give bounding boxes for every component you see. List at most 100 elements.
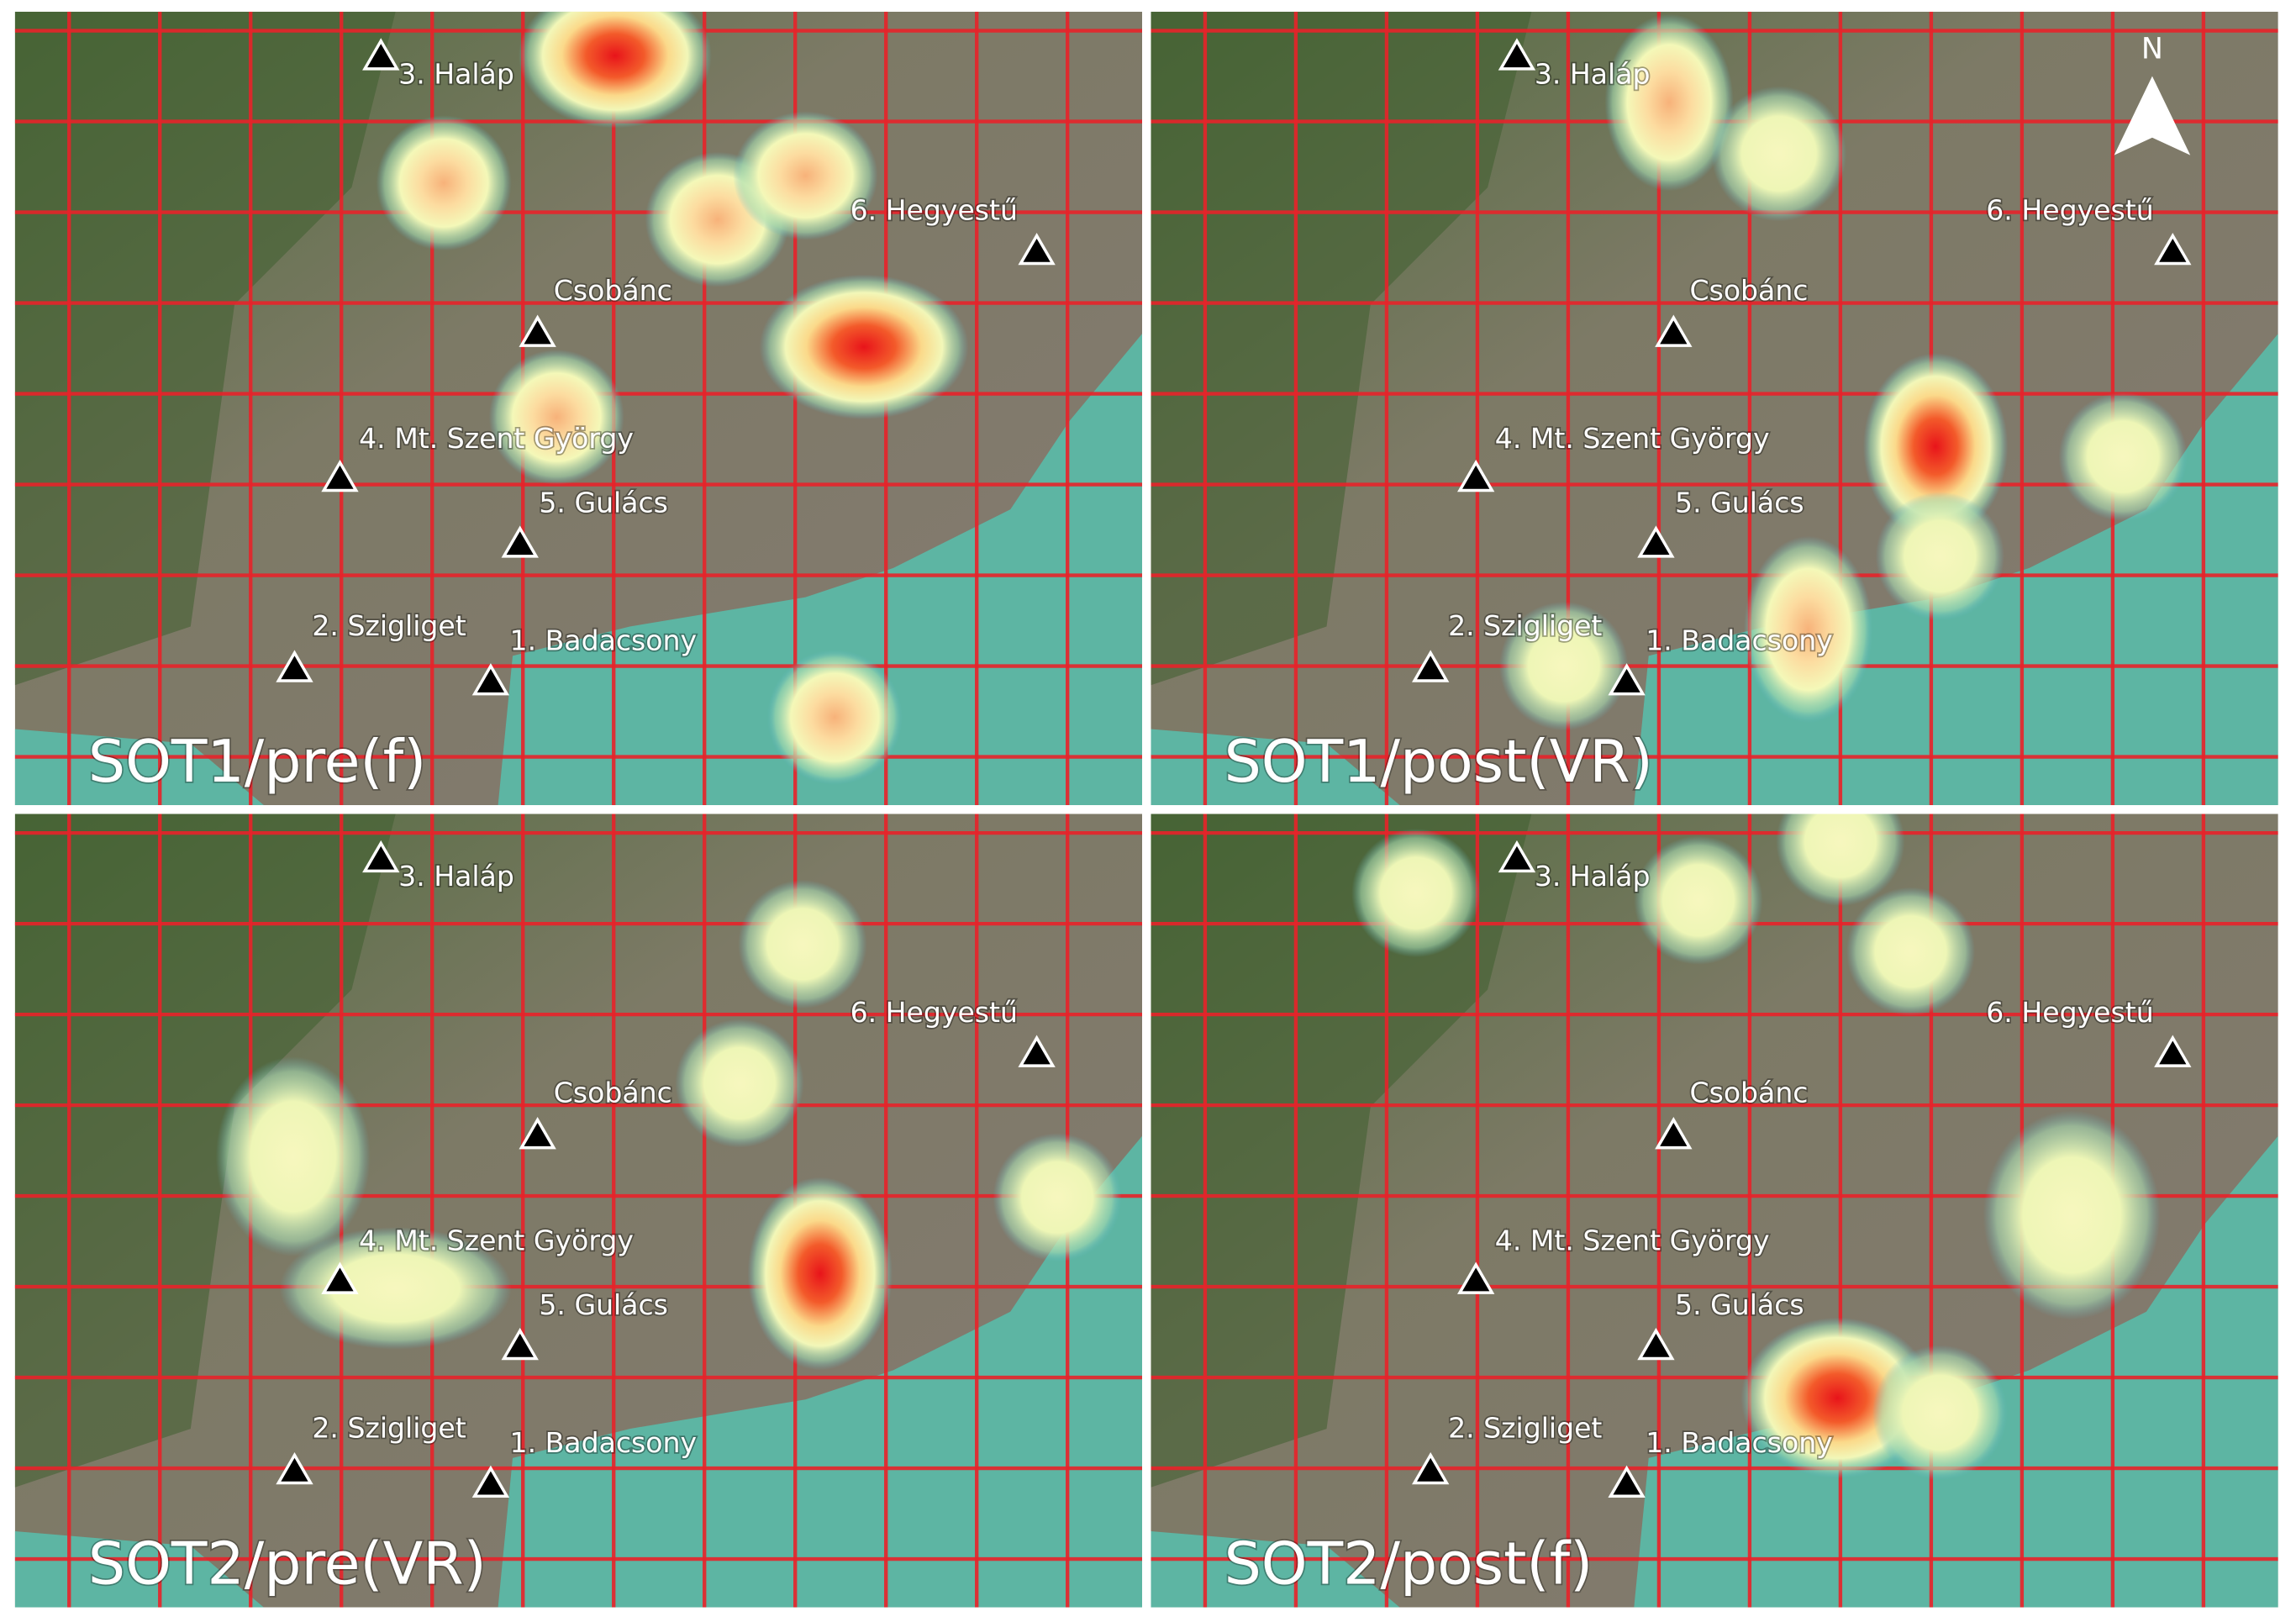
- heat-spot: [1776, 814, 1905, 907]
- peak-marker: [1655, 1117, 1693, 1150]
- peak-marker: [1018, 232, 1056, 266]
- heat-spot: [1846, 887, 1976, 1016]
- peak-marker: [519, 1117, 556, 1150]
- heat-spot: [1862, 353, 2009, 540]
- heat-spot: [747, 1177, 893, 1371]
- peak-marker: [1608, 1465, 1646, 1498]
- heat-spot: [759, 274, 969, 420]
- lake: [1151, 729, 1400, 806]
- peak-label: 3. Haláp: [1535, 57, 1651, 90]
- heat-spot: [519, 11, 712, 129]
- peak-marker: [471, 663, 510, 696]
- peak-marker: [1412, 650, 1450, 682]
- peak-marker: [1412, 1451, 1450, 1485]
- peak-marker: [501, 525, 539, 558]
- peak-marker: [1608, 663, 1646, 696]
- peak-label: 3. Haláp: [398, 57, 514, 90]
- peak-marker: [276, 650, 313, 682]
- map-panel: 1. Badacsony 2. Szigliget 3. Haláp 4. Mt. S…: [1151, 11, 2278, 806]
- peak-label: 6. Hegyestű: [850, 996, 1018, 1029]
- peak-label: 5. Gulács: [1675, 487, 1804, 519]
- panel-content: [1151, 11, 2278, 806]
- peak-marker: [1456, 1261, 1495, 1294]
- peak-marker: [2154, 1035, 2192, 1067]
- map-panel: 1. Badacsony 2. Szigliget 3. Haláp 4. Mt. S…: [1151, 814, 2278, 1608]
- panel-content: [1151, 814, 2278, 1608]
- peak-marker: [1498, 840, 1536, 873]
- forest-area: [14, 11, 396, 686]
- lake: [14, 1531, 264, 1608]
- peak-marker: [501, 1327, 539, 1361]
- heat-spot: [766, 650, 903, 785]
- peak-marker: [471, 1465, 510, 1498]
- heat-spot: [215, 1056, 371, 1256]
- heat-spot: [1604, 13, 1734, 192]
- peak-label: 5. Gulács: [539, 1288, 668, 1321]
- peak-label: 6. Hegyestű: [1986, 996, 2153, 1029]
- heat-spot: [733, 111, 878, 240]
- peak-marker: [2154, 232, 2192, 266]
- forest-area: [1151, 11, 1532, 686]
- peak-label: 2. Szigliget: [312, 609, 466, 642]
- lake: [1151, 1531, 1400, 1608]
- heat-spot: [2058, 392, 2188, 522]
- peak-label: 2. Szigliget: [1448, 609, 1602, 642]
- panel-title: SOT1/pre(f): [88, 728, 426, 796]
- peak-label: 4. Mt. Szent György: [359, 1224, 634, 1257]
- heat-spot: [993, 1133, 1122, 1262]
- peak-label: 3. Haláp: [398, 860, 514, 893]
- peak-marker: [1637, 525, 1675, 558]
- map-panel: 1. Badacsony 2. Szigliget 3. Haláp 4. Mt. S…: [14, 814, 1143, 1608]
- peak-label: Csobánc: [1689, 1077, 1808, 1109]
- peak-label: 1. Badacsony: [1646, 1426, 1833, 1459]
- peak-label: Csobánc: [554, 274, 672, 307]
- peak-label: 1. Badacsony: [510, 1426, 698, 1459]
- heat-spot: [738, 879, 867, 1009]
- peak-label: 4. Mt. Szent György: [359, 422, 634, 455]
- peak-label: 4. Mt. Szent György: [1495, 422, 1770, 455]
- lake: [14, 729, 264, 806]
- peak-marker: [1456, 459, 1495, 492]
- heat-spot: [279, 1227, 512, 1350]
- peak-label: Csobánc: [1689, 274, 1808, 307]
- heat-spot: [1634, 835, 1763, 965]
- north-label: N: [2141, 33, 2163, 66]
- peak-label: 6. Hegyestű: [850, 193, 1018, 226]
- peak-marker: [321, 459, 359, 492]
- peak-marker: [1655, 314, 1693, 347]
- peak-marker: [276, 1451, 313, 1485]
- panel-title: SOT2/post(f): [1224, 1530, 1593, 1598]
- peak-label: Csobánc: [554, 1077, 672, 1109]
- peak-label: 4. Mt. Szent György: [1495, 1224, 1770, 1257]
- peak-marker: [519, 314, 556, 347]
- heat-spot: [1983, 1110, 2161, 1320]
- heat-spot: [675, 1019, 804, 1148]
- panel-title: SOT2/pre(VR): [88, 1530, 487, 1598]
- peak-label: 1. Badacsony: [1646, 624, 1833, 656]
- lake: [1634, 1135, 2278, 1608]
- peak-label: 5. Gulács: [1675, 1288, 1804, 1321]
- heat-spot: [376, 115, 512, 251]
- peak-label: 5. Gulács: [539, 487, 668, 519]
- peak-marker: [1637, 1327, 1675, 1361]
- lake: [498, 334, 1143, 806]
- heat-spot: [488, 349, 624, 485]
- peak-label: 2. Szigliget: [312, 1412, 466, 1445]
- panel-content: [14, 814, 1143, 1608]
- peak-marker: [1018, 1035, 1056, 1067]
- peak-marker: [362, 38, 400, 71]
- lake: [498, 1135, 1143, 1608]
- heat-spot: [1499, 601, 1629, 731]
- forest-area: [1151, 814, 1532, 1488]
- peak-marker: [321, 1261, 359, 1294]
- forest-area: [14, 814, 396, 1488]
- peak-label: 1. Badacsony: [510, 624, 698, 656]
- peak-label: 6. Hegyestű: [1986, 193, 2153, 226]
- heat-spot: [1711, 86, 1847, 222]
- map-panel: 1. Badacsony 2. Szigliget 3. Haláp 4. Mt. S…: [14, 11, 1143, 806]
- peak-marker: [1498, 38, 1536, 71]
- north-arrow: [2114, 76, 2191, 155]
- peak-marker: [362, 840, 400, 873]
